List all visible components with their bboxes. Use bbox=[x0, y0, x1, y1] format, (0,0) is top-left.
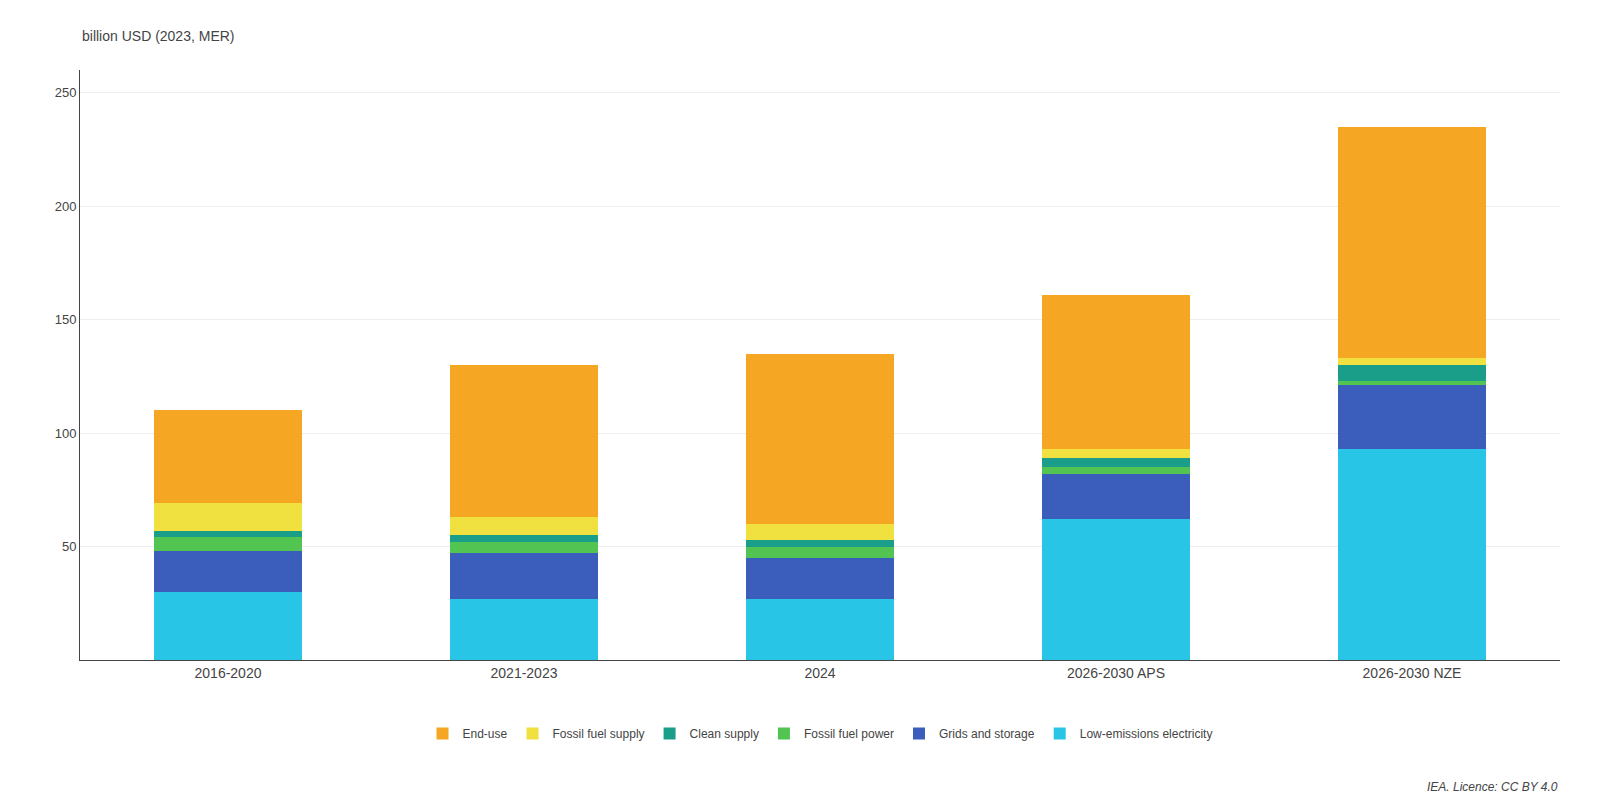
svg-text:billion USD (2023, MER): billion USD (2023, MER) bbox=[82, 28, 235, 44]
svg-text:Clean supply: Clean supply bbox=[690, 727, 759, 741]
svg-text:50: 50 bbox=[62, 539, 76, 554]
svg-text:2016-2020: 2016-2020 bbox=[195, 665, 262, 681]
svg-text:150: 150 bbox=[55, 312, 77, 327]
svg-text:End-use: End-use bbox=[463, 727, 508, 741]
svg-text:250: 250 bbox=[55, 85, 77, 100]
svg-text:IEA. Licence: CC BY 4.0: IEA. Licence: CC BY 4.0 bbox=[1427, 780, 1558, 794]
svg-text:2026-2030 APS: 2026-2030 APS bbox=[1067, 665, 1165, 681]
svg-text:2026-2030 NZE: 2026-2030 NZE bbox=[1363, 665, 1462, 681]
svg-text:Fossil fuel power: Fossil fuel power bbox=[804, 727, 894, 741]
svg-text:Low-emissions electricity: Low-emissions electricity bbox=[1080, 727, 1213, 741]
svg-text:Grids and storage: Grids and storage bbox=[939, 727, 1035, 741]
svg-text:100: 100 bbox=[55, 426, 77, 441]
svg-text:2021-2023: 2021-2023 bbox=[491, 665, 558, 681]
svg-text:200: 200 bbox=[55, 199, 77, 214]
svg-text:Fossil fuel supply: Fossil fuel supply bbox=[553, 727, 645, 741]
svg-text:2024: 2024 bbox=[804, 665, 835, 681]
